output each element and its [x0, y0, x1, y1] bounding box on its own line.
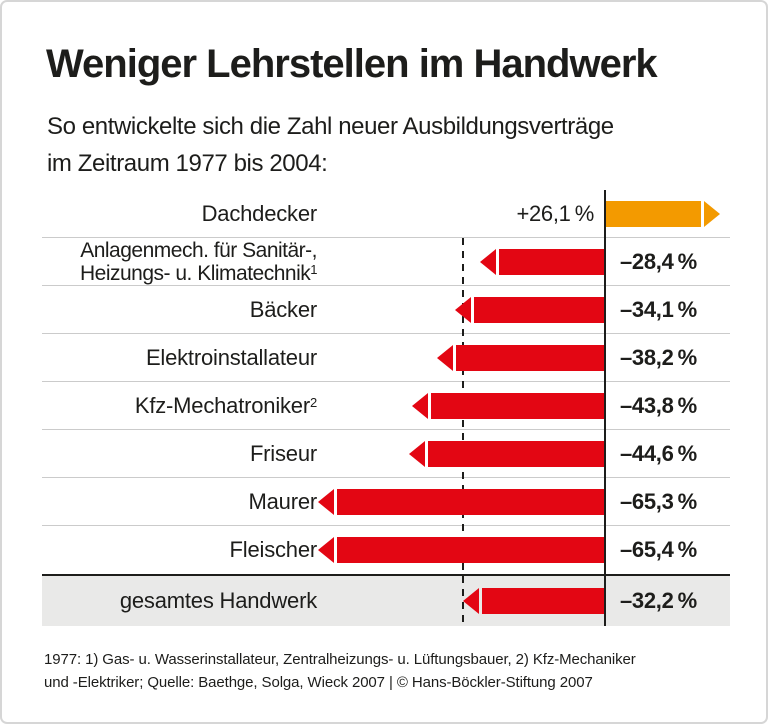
row-value: –32,2 %: [620, 588, 697, 613]
row-value: –28,4 %: [620, 248, 697, 274]
bar-arrow-positive: [606, 200, 720, 228]
row-value: –34,1 %: [620, 296, 697, 322]
chart-row: Elektroinstallateur –38,2 %: [42, 334, 730, 382]
footnote-marker: 2: [309, 394, 317, 410]
footnote-line1: 1977: 1) Gas- u. Wasserinstallateur, Zen…: [44, 651, 636, 668]
row-label: Anlagenmech. für Sanitär-, Heizungs- u. K…: [79, 238, 318, 285]
row-label: gesamtes Handwerk: [119, 588, 317, 613]
chart-rows: Dachdecker +26,1 % Anlagenmech. für Sanitä…: [42, 190, 730, 626]
bar-chart: Dachdecker +26,1 % Anlagenmech. für Sanitä…: [42, 190, 730, 626]
chart-row: Dachdecker +26,1 %: [42, 190, 730, 238]
chart-row: Fleischer –65,4 %: [42, 526, 730, 574]
chart-row: Maurer –65,3 %: [42, 478, 730, 526]
chart-subtitle: So entwickelte sich die Zahl neuer Ausbi…: [47, 108, 614, 182]
row-value: –65,3 %: [620, 488, 697, 514]
row-label: Fleischer: [229, 537, 318, 562]
chart-title: Weniger Lehrstellen im Handwerk: [46, 42, 658, 86]
row-value: –44,6 %: [620, 440, 697, 466]
reference-dashed-line: [462, 238, 464, 626]
footnote-line2: und -Elektriker; Quelle: Baethge, Solga,…: [44, 674, 593, 691]
footnote-marker: 1: [310, 261, 317, 277]
bar-arrow-negative: [318, 488, 604, 516]
chart-subtitle-line2: im Zeitraum 1977 bis 2004:: [47, 150, 328, 177]
bar-arrow-negative: [412, 392, 604, 420]
row-value: –38,2 %: [620, 344, 697, 370]
chart-subtitle-line1: So entwickelte sich die Zahl neuer Ausbi…: [47, 113, 614, 140]
chart-row-summary: gesamtes Handwerk –32,2 %: [42, 574, 730, 626]
chart-row: Bäcker –34,1 %: [42, 286, 730, 334]
chart-row: Anlagenmech. für Sanitär-, Heizungs- u. K…: [42, 238, 730, 286]
row-label: Dachdecker: [201, 200, 318, 226]
row-value: –43,8 %: [620, 392, 697, 418]
bar-arrow-negative: [318, 536, 604, 564]
bar-arrow-negative: [463, 587, 604, 615]
chart-row: Friseur –44,6 %: [42, 430, 730, 478]
zero-axis-line: [604, 190, 606, 626]
row-label: Kfz-Mechatroniker2: [134, 392, 317, 418]
bar-arrow-negative: [409, 440, 604, 468]
row-value: +26,1 %: [516, 200, 594, 226]
bar-arrow-negative: [480, 248, 604, 276]
bar-arrow-negative: [455, 296, 604, 324]
row-value: –65,4 %: [620, 537, 697, 562]
row-label: Maurer: [248, 488, 318, 514]
row-label: Elektroinstallateur: [145, 344, 317, 370]
row-label: Friseur: [249, 440, 317, 466]
row-label: Bäcker: [249, 296, 317, 322]
footnote: 1977: 1) Gas- u. Wasserinstallateur, Zen…: [44, 648, 636, 694]
chart-row: Kfz-Mechatroniker2 –43,8 %: [42, 382, 730, 430]
bar-arrow-negative: [437, 344, 604, 372]
